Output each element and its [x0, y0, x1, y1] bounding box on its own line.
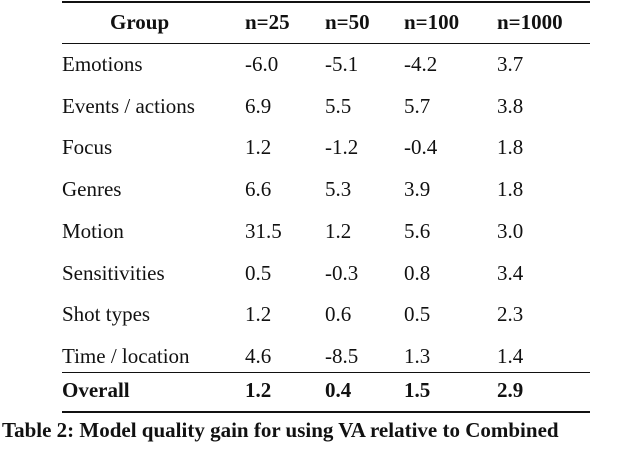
row-label: Genres — [62, 177, 122, 202]
cell-value: 2.3 — [497, 302, 524, 327]
cell-value: 1.8 — [497, 135, 524, 160]
cell-value: -4.2 — [404, 52, 438, 76]
cell-value: 1.2 — [245, 302, 272, 327]
row-label: Events / actions — [62, 93, 195, 118]
cell-value: -6.0 — [245, 52, 279, 76]
cell-value: 1.3 — [404, 343, 431, 368]
column-header: n=50 — [325, 10, 370, 34]
cell-value: 3.9 — [404, 177, 431, 202]
cell-value: 4.6 — [245, 343, 272, 368]
cell-value: 0.5 — [404, 302, 431, 327]
column-header: n=100 — [404, 10, 460, 34]
cell-value: 3.4 — [497, 260, 524, 285]
row-label: Sensitivities — [62, 260, 165, 285]
caption: Table 2: Model quality gain for using VA… — [2, 418, 559, 442]
cell-value: 5.7 — [404, 93, 431, 118]
cell-value: 5.3 — [325, 177, 352, 202]
overall-value: 1.5 — [404, 378, 431, 402]
cell-value: 31.5 — [245, 218, 282, 243]
column-header: n=1000 — [497, 10, 563, 34]
row-label: Emotions — [62, 52, 143, 76]
cell-value: 5.5 — [325, 93, 352, 118]
cell-value: 1.8 — [497, 177, 524, 202]
cell-value: 1.4 — [497, 343, 524, 368]
cell-value: -8.5 — [325, 343, 359, 368]
row-label: Motion — [62, 218, 124, 243]
overall-rule — [62, 372, 590, 373]
row-label: Time / location — [62, 343, 190, 368]
top-rule — [62, 1, 590, 3]
header-rule — [62, 43, 590, 44]
cell-value: 1.2 — [325, 218, 352, 243]
cell-value: 0.6 — [325, 302, 352, 327]
overall-value: 2.9 — [497, 378, 524, 402]
cell-value: 1.2 — [245, 135, 272, 160]
cell-value: 6.6 — [245, 177, 272, 202]
overall-value: 0.4 — [325, 378, 352, 402]
cell-value: 0.5 — [245, 260, 272, 285]
column-header: n=25 — [245, 10, 290, 34]
cell-value: -1.2 — [325, 135, 359, 160]
row-label: Focus — [62, 135, 113, 160]
cell-value: -5.1 — [325, 52, 359, 76]
column-header: Group — [110, 10, 170, 34]
overall-value: 1.2 — [245, 378, 272, 402]
cell-value: 6.9 — [245, 93, 272, 118]
cell-value: 5.6 — [404, 218, 431, 243]
cell-value: 3.8 — [497, 93, 524, 118]
cell-value: -0.3 — [325, 260, 359, 285]
cell-value: 0.8 — [404, 260, 431, 285]
cell-value: -0.4 — [404, 135, 438, 160]
overall-label: Overall — [62, 378, 130, 402]
cell-value: 3.0 — [497, 218, 524, 243]
row-label: Shot types — [62, 302, 151, 327]
bottom-rule — [62, 411, 590, 413]
cell-value: 3.7 — [497, 52, 524, 76]
